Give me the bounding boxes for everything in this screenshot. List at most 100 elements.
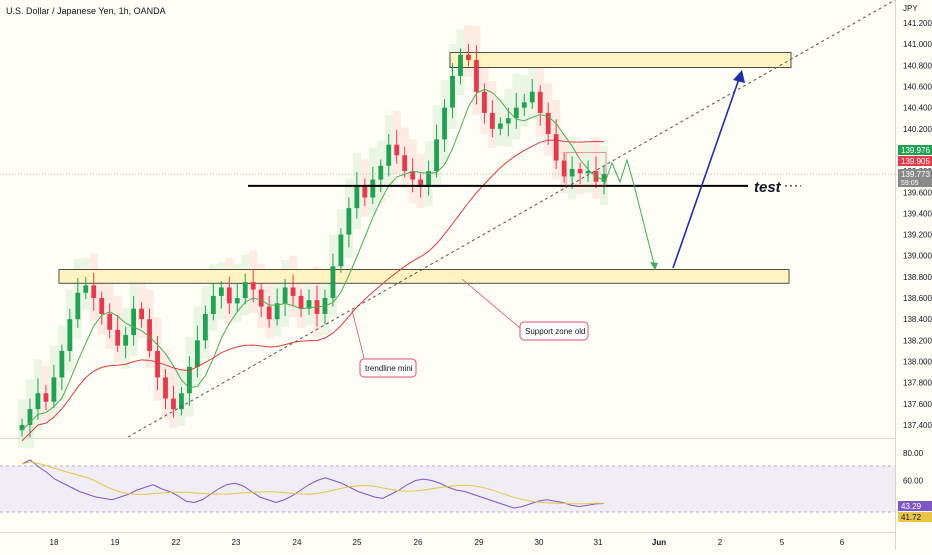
y-tick-label: 139.000 <box>903 252 932 261</box>
price-badge-high <box>898 145 932 155</box>
candle-body <box>258 289 264 307</box>
y-tick-label: 139.400 <box>903 209 932 218</box>
candle-body <box>107 313 113 330</box>
price-badge-high-text: 139.976 <box>901 146 930 155</box>
candle-body <box>59 350 65 378</box>
x-tick-label: 5 <box>780 538 785 547</box>
y-tick-label: 140.600 <box>903 82 932 91</box>
candle-body <box>346 208 352 235</box>
y-tick-label: 140.800 <box>903 61 932 70</box>
y-tick-label: 138.400 <box>903 315 932 324</box>
candle-body <box>402 155 408 172</box>
price-badge-low-text: 139.905 <box>901 157 930 166</box>
candle-body <box>83 285 89 293</box>
trendline-callout-pointer <box>351 309 366 363</box>
x-tick-label: 24 <box>293 538 302 547</box>
y-tick-label: 140.400 <box>903 104 932 113</box>
rsi-ma-line <box>21 461 605 505</box>
candles-group <box>19 44 607 438</box>
bullish-arrow <box>672 75 741 269</box>
rsi-ma-badge-text: 41.72 <box>901 513 922 522</box>
candle-body <box>35 393 41 410</box>
candle-body <box>545 112 551 135</box>
candle-body <box>338 234 344 267</box>
candle-body <box>410 171 416 180</box>
candle-body <box>497 123 503 129</box>
support-callout-box[interactable] <box>519 321 589 341</box>
candle-body <box>553 134 559 161</box>
candle-body <box>505 118 511 124</box>
candle-body <box>442 107 447 140</box>
rsi-band <box>0 466 895 512</box>
x-tick-label: 26 <box>414 538 423 547</box>
price-badge-countdown: 59:05 <box>901 180 919 187</box>
candle-body <box>426 171 432 187</box>
rsi-ma-badge <box>898 512 932 522</box>
x-tick-label: 29 <box>475 538 484 547</box>
x-tick-label: 23 <box>232 538 241 547</box>
price-badge-current <box>898 169 932 187</box>
y-tick-label: 137.600 <box>903 400 932 409</box>
candle-body <box>226 287 232 304</box>
candle-body <box>202 313 208 341</box>
y-tick-label: 137.800 <box>903 379 932 388</box>
candle-body <box>210 295 216 314</box>
candle-body <box>27 409 33 425</box>
candle-body <box>115 329 121 346</box>
price-badge-low <box>898 156 932 166</box>
candle-body <box>155 350 160 378</box>
candle-body <box>450 75 455 108</box>
y-tick-label: 141.000 <box>903 40 932 49</box>
rsi-line <box>21 459 605 509</box>
candle-body <box>418 179 424 187</box>
rsi-badge <box>898 501 932 511</box>
x-tick-label: 18 <box>50 538 59 547</box>
candle-body <box>75 292 81 320</box>
projection-path <box>603 158 656 269</box>
x-tick-label: Jun <box>652 538 666 547</box>
candle-body <box>19 425 25 431</box>
candle-body <box>354 186 360 209</box>
candle-body <box>266 306 272 320</box>
drawings-group <box>0 0 896 438</box>
candle-body <box>362 186 368 198</box>
candle-body <box>99 298 105 314</box>
candle-body <box>194 340 200 367</box>
candle-body <box>386 144 392 166</box>
candle-body <box>434 139 439 172</box>
time-axis: 18 19 22 23 24 25 26 29 30 31 Jun 2 5 6 <box>50 538 845 547</box>
candle-body <box>218 287 224 296</box>
ma-slow-line <box>21 139 605 442</box>
candle-body <box>593 171 599 182</box>
candle-body <box>242 282 248 299</box>
candle-body <box>330 266 336 299</box>
candle-body <box>67 319 73 351</box>
rsi-tick-label: 80.00 <box>903 449 924 458</box>
candle-body <box>482 91 487 113</box>
x-tick-label: 30 <box>535 538 544 547</box>
y-tick-label: 139.200 <box>903 231 932 240</box>
chart-title: U.S. Dollar / Japanese Yen, 1h, OANDA <box>6 6 166 16</box>
candle-body <box>91 285 97 299</box>
y-tick-label: 138.800 <box>903 273 932 282</box>
candle-body <box>234 298 240 304</box>
candle-body <box>171 398 176 410</box>
test-label[interactable]: test <box>754 179 782 196</box>
candle-body <box>537 91 543 113</box>
candle-body <box>290 287 296 296</box>
y-tick-label: 138.600 <box>903 294 932 303</box>
trendline-callout-box[interactable] <box>359 358 417 378</box>
candle-body <box>179 393 184 410</box>
candle-body <box>147 319 152 351</box>
candle-body <box>43 393 49 402</box>
y-tick-label: 137.400 <box>903 421 932 430</box>
zone-box <box>58 269 790 284</box>
candle-body <box>466 54 471 61</box>
range-box <box>565 152 607 187</box>
projection-arrowhead <box>650 262 658 270</box>
x-tick-label: 19 <box>111 538 120 547</box>
candle-body <box>282 287 288 304</box>
y-tick-label: 139.600 <box>903 188 932 197</box>
